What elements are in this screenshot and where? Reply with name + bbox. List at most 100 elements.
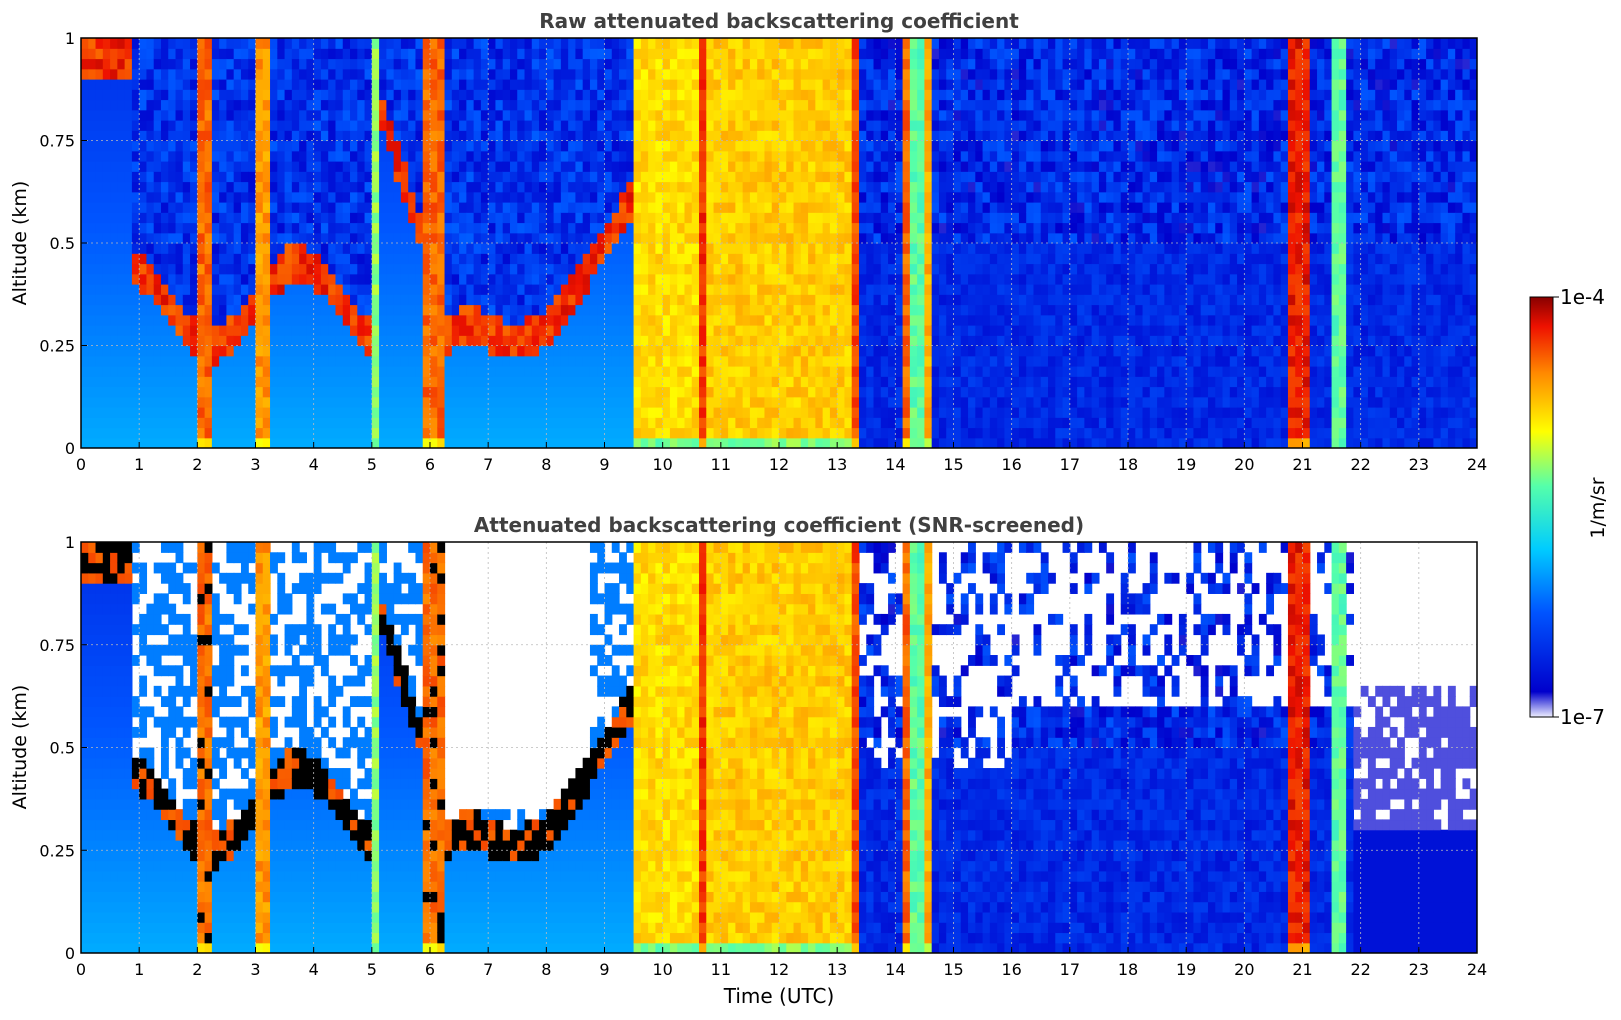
heatmap-cell: [284, 212, 293, 224]
heatmap-cell: [117, 48, 126, 60]
heatmap-cell: [604, 48, 613, 60]
heatmap-cell: [669, 222, 678, 234]
heatmap-cell: [517, 171, 526, 183]
heatmap-cell: [800, 407, 809, 418]
heatmap-cell: [793, 304, 802, 316]
heatmap-cell: [655, 335, 664, 347]
heatmap-cell: [146, 407, 155, 418]
heatmap-cell: [858, 407, 867, 418]
heatmap-cell: [539, 99, 547, 111]
heatmap-cell: [749, 89, 758, 101]
heatmap-cell: [393, 38, 402, 49]
heatmap-cell: [677, 171, 686, 183]
heatmap-cell: [568, 171, 577, 183]
heatmap-cell: [248, 437, 257, 448]
heatmap-cell: [197, 427, 206, 439]
heatmap-cell: [430, 376, 438, 388]
heatmap-cell: [604, 345, 613, 357]
heatmap-cell: [488, 253, 497, 265]
heatmap-cell: [117, 191, 126, 203]
heatmap-cell: [764, 253, 773, 265]
heatmap-cell: [320, 366, 329, 377]
heatmap-cell: [684, 222, 693, 234]
heatmap-cell: [604, 222, 613, 234]
heatmap-cell: [168, 253, 177, 265]
heatmap-cell: [568, 355, 577, 367]
heatmap-cell: [800, 191, 809, 203]
heatmap-cell: [604, 212, 613, 224]
heatmap-cell: [495, 284, 504, 295]
heatmap-cell: [466, 263, 475, 275]
heatmap-cell: [815, 58, 824, 70]
heatmap-cell: [546, 212, 555, 224]
heatmap-cell: [720, 191, 729, 203]
heatmap-cell: [328, 150, 337, 162]
heatmap-cell: [444, 58, 453, 70]
heatmap-cell: [328, 376, 337, 388]
heatmap-cell: [437, 140, 446, 152]
heatmap-cell: [146, 181, 155, 193]
heatmap-cell: [444, 212, 453, 224]
heatmap-cell: [131, 376, 140, 388]
heatmap-cell: [953, 417, 962, 429]
heatmap-cell: [255, 130, 264, 142]
heatmap-cell: [393, 243, 402, 254]
heatmap-cell: [873, 68, 882, 80]
heatmap-cell: [117, 417, 126, 429]
heatmap-cell: [291, 243, 300, 254]
heatmap-cell: [539, 171, 547, 183]
heatmap-cell: [575, 407, 584, 418]
heatmap-cell: [182, 99, 191, 111]
heatmap-cell: [480, 140, 489, 152]
heatmap-cell: [808, 273, 816, 285]
heatmap-cell: [800, 79, 809, 90]
heatmap-cell: [669, 243, 678, 254]
heatmap-cell: [968, 150, 976, 162]
heatmap-cell: [255, 366, 264, 377]
heatmap-cell: [669, 355, 678, 367]
heatmap-cell: [589, 161, 598, 172]
heatmap-cell: [691, 191, 700, 203]
heatmap-cell: [895, 79, 904, 90]
heatmap-cell: [713, 366, 722, 377]
heatmap-cell: [924, 427, 933, 439]
heatmap-cell: [110, 79, 118, 90]
heatmap-cell: [444, 232, 453, 244]
heatmap-cell: [648, 150, 656, 162]
heatmap-cell: [938, 181, 947, 193]
heatmap-cell: [430, 150, 438, 162]
heatmap-cell: [422, 181, 431, 193]
heatmap-cell: [466, 120, 475, 131]
heatmap-cell: [655, 376, 664, 388]
heatmap-cell: [306, 191, 315, 203]
heatmap-cell: [808, 243, 816, 254]
heatmap-cell: [626, 181, 635, 193]
heatmap-cell: [539, 161, 547, 172]
heatmap-cell: [560, 68, 569, 80]
heatmap-cell: [786, 99, 795, 111]
heatmap-cell: [815, 325, 824, 336]
heatmap-cell: [248, 355, 257, 367]
heatmap-cell: [110, 38, 118, 49]
heatmap-cell: [735, 345, 744, 357]
heatmap-cell: [735, 294, 744, 306]
heatmap-cell: [124, 335, 133, 347]
heatmap-cell: [626, 109, 635, 121]
heatmap-cell: [786, 181, 795, 193]
heatmap-cell: [786, 109, 795, 121]
heatmap-cell: [742, 130, 751, 142]
heatmap-cell: [611, 58, 620, 70]
heatmap-cell: [604, 89, 613, 101]
heatmap-cell: [699, 212, 707, 224]
heatmap-cell: [459, 202, 467, 213]
heatmap-cell: [473, 407, 482, 418]
heatmap-cell: [248, 120, 257, 131]
heatmap-cell: [728, 284, 736, 295]
heatmap-cell: [764, 161, 773, 172]
heatmap-cell: [960, 263, 969, 275]
heatmap-cell: [495, 232, 504, 244]
heatmap-cell: [160, 335, 169, 347]
heatmap-cell: [313, 294, 322, 306]
heatmap-cell: [386, 109, 395, 121]
heatmap-cell: [248, 202, 257, 213]
